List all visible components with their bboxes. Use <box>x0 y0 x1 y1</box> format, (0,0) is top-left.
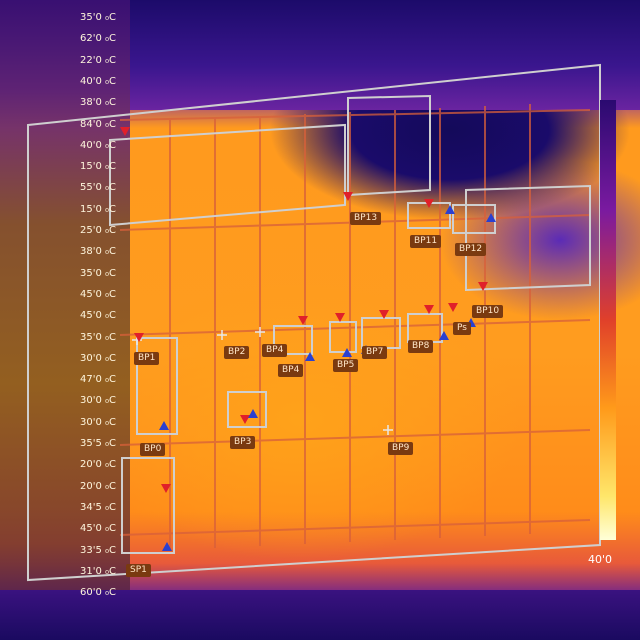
tag-bp5[interactable]: BP5 <box>333 359 359 372</box>
tag-bp1[interactable]: BP1 <box>134 352 160 365</box>
left-overlay-panel <box>0 0 130 640</box>
tag-bp10[interactable]: BP10 <box>472 305 504 318</box>
readout-value: 20'0 ₀C <box>80 459 117 471</box>
readout-value: 45'0 ₀C <box>80 310 117 322</box>
area-box-bp1[interactable] <box>136 337 178 435</box>
readout-value: 35'0 ₀C <box>80 331 117 343</box>
readout-value: 30'0 ₀C <box>80 395 117 407</box>
area-box-bp8[interactable] <box>407 313 443 343</box>
readout-value: 47'0 ₀C <box>80 374 117 386</box>
readout-value: 30'0 ₀C <box>80 416 117 428</box>
area-box-sp1[interactable] <box>121 457 175 554</box>
readout-value: 45'0 ₀C <box>80 523 117 535</box>
readout-value: 30'0 ₀C <box>80 352 117 364</box>
spot-markers <box>132 327 393 435</box>
max-markers <box>120 127 488 493</box>
measurement-boxes <box>27 63 601 582</box>
min-markers <box>159 205 496 551</box>
readout-value: 60'0 ₀C <box>80 587 117 599</box>
readout-value: 33'5 ₀C <box>80 544 117 556</box>
area-box-bp3[interactable] <box>227 391 267 428</box>
readout-value: 25'0 ₀C <box>80 225 117 236</box>
readout-value: 35'5 ₀C <box>80 438 117 449</box>
area-box-bp6[interactable] <box>329 321 357 353</box>
area-box-bp13[interactable] <box>109 123 346 227</box>
tag-bp2[interactable]: BP2 <box>224 346 250 359</box>
scale-value: 40'0 <box>588 553 613 566</box>
readout-value: 38'0 ₀C <box>80 97 117 109</box>
bottom-cold-region <box>0 590 640 640</box>
readout-value: 31'0 ₀C <box>80 565 117 577</box>
tag-bp4[interactable]: BP4 <box>262 344 288 357</box>
crosshair-2 <box>217 330 227 340</box>
tag-bp12[interactable]: BP12 <box>455 243 487 256</box>
tag-bp13[interactable]: BP13 <box>350 212 382 225</box>
readout-value: 62'0 ₀C <box>80 33 117 45</box>
tag-bp7[interactable]: BP7 <box>362 346 388 359</box>
readout-value: 35'0 ₀C <box>80 12 117 23</box>
tag-sp1[interactable]: SP1 <box>126 564 151 577</box>
readout-value: 40'0 ₀C <box>80 139 117 151</box>
tag-bp11[interactable]: BP11 <box>410 235 442 248</box>
temperature-color-scale <box>600 100 616 540</box>
readout-value: 35'0 ₀C <box>80 267 117 279</box>
tag-bp0[interactable]: BP0 <box>140 443 166 456</box>
readout-value: 15'0 ₀C <box>80 161 117 173</box>
area-box-bp12[interactable] <box>465 184 591 292</box>
tag-bp14[interactable]: BP4 <box>278 364 304 377</box>
tag-bp3[interactable]: BP3 <box>230 436 256 449</box>
crosshair-4 <box>383 425 393 435</box>
readout-value: 55'0 ₀C <box>80 182 117 194</box>
crosshair-3 <box>255 327 265 337</box>
readout-value: 22'0 ₀C <box>80 54 117 66</box>
readout-value: 34'5 ₀C <box>80 501 117 513</box>
readout-value: 84'0 ₀C <box>80 118 117 130</box>
readout-value: 20'0 ₀C <box>80 480 117 492</box>
readout-value: 40'0 ₀C <box>80 75 117 87</box>
tag-ps[interactable]: Ps <box>453 322 471 335</box>
readout-value: 15'0 ₀C <box>80 203 117 215</box>
area-box-bp5[interactable] <box>273 325 313 355</box>
area-box-top[interactable] <box>347 94 431 197</box>
area-box-bp12b[interactable] <box>452 204 496 234</box>
cold-region <box>130 0 640 110</box>
readout-value: 45'0 ₀C <box>80 288 117 300</box>
area-box-main[interactable] <box>27 63 601 582</box>
readout-value: 38'0 ₀C <box>80 246 117 258</box>
tag-bp8[interactable]: BP8 <box>408 340 434 353</box>
tag-bp9[interactable]: BP9 <box>388 442 414 455</box>
